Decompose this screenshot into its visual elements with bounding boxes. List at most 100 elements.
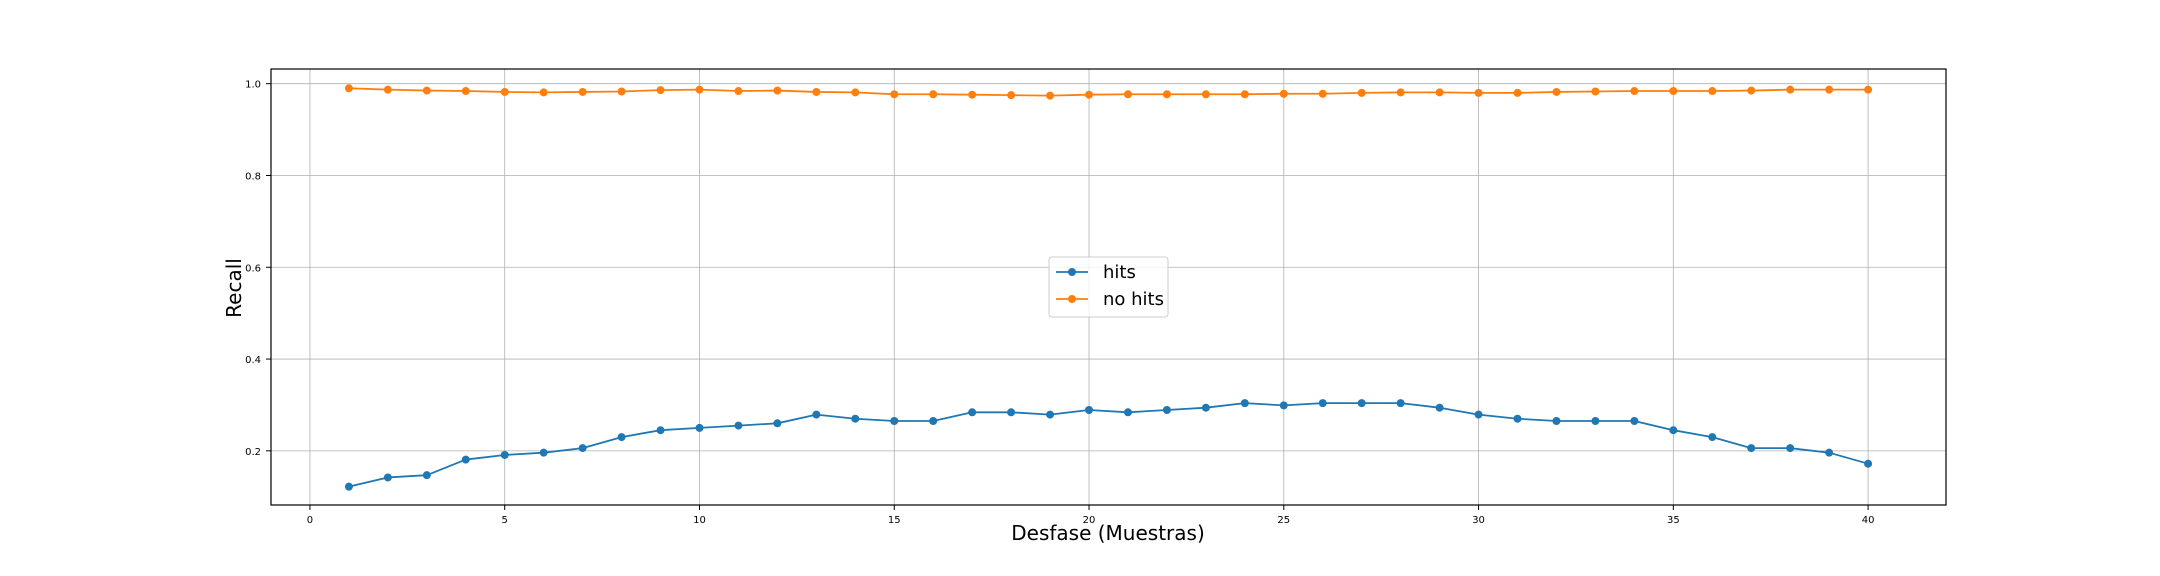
hits-data-point <box>500 450 509 459</box>
y-tick-label: 0.8 <box>245 171 261 182</box>
no-hits-data-point <box>461 87 470 96</box>
no-hits-data-point <box>1123 90 1132 99</box>
hits-data-point <box>1046 410 1055 419</box>
legend-hits-marker <box>1068 268 1076 276</box>
no-hits-data-point <box>851 88 860 97</box>
no-hits-data-point <box>500 87 509 96</box>
hits-data-point <box>1435 403 1444 412</box>
hits-data-point <box>1708 433 1717 442</box>
hits-data-point <box>578 444 587 453</box>
hits-data-point <box>695 423 704 432</box>
x-tick-label: 25 <box>1277 515 1290 526</box>
axis-ticks: 0 5 10 15 20 25 30 35 40 0.2 0.4 0.6 0.8 1.0 <box>245 80 1874 526</box>
y-tick-label: 0.2 <box>245 447 261 458</box>
hits-data-point <box>617 433 626 442</box>
plot-series <box>344 84 1873 491</box>
no-hits-data-point <box>1825 85 1834 94</box>
x-axis-label: Desfase (Muestras) <box>1011 521 1205 545</box>
no-hits-data-point <box>968 90 977 99</box>
no-hits-data-point <box>1162 90 1171 99</box>
legend-no-hits-marker <box>1068 295 1076 303</box>
hits-data-point <box>383 473 392 482</box>
hits-data-point <box>539 448 548 457</box>
no-hits-data-point <box>695 85 704 94</box>
hits-data-point <box>1513 414 1522 423</box>
hits-data-point <box>890 417 899 426</box>
hits-data-point <box>1007 408 1016 417</box>
legend-no-hits-label: no hits <box>1103 289 1164 310</box>
y-tick-label: 0.6 <box>245 263 261 274</box>
no-hits-data-point <box>1435 88 1444 97</box>
no-hits-data-point <box>1786 85 1795 94</box>
no-hits-data-point <box>1669 87 1678 96</box>
hits-data-point <box>1825 448 1834 457</box>
hits-data-point <box>929 417 938 426</box>
no-hits-data-point <box>344 84 353 93</box>
x-tick-label: 40 <box>1862 515 1875 526</box>
x-tick-label: 10 <box>693 515 706 526</box>
x-tick-label: 15 <box>888 515 901 526</box>
x-tick-label: 0 <box>307 515 313 526</box>
no-hits-data-point <box>1396 88 1405 97</box>
hits-data-point <box>968 408 977 417</box>
hits-data-point <box>1240 399 1249 408</box>
hits-series-line <box>348 402 1869 488</box>
no-hits-data-point <box>1046 91 1055 100</box>
hits-data-point <box>1201 403 1210 412</box>
hits-data-point <box>422 471 431 480</box>
no-hits-data-point <box>1630 87 1639 96</box>
no-hits-data-point <box>422 86 431 95</box>
y-axis-label: Recall <box>222 258 246 318</box>
no-hits-data-point <box>539 88 548 97</box>
x-tick-label: 30 <box>1472 515 1485 526</box>
no-hits-data-point <box>1747 86 1756 95</box>
no-hits-data-point <box>1007 91 1016 100</box>
hits-data-point <box>1474 410 1483 419</box>
x-tick-label: 35 <box>1667 515 1680 526</box>
hits-data-point <box>1085 405 1094 414</box>
no-hits-data-point <box>812 87 821 96</box>
hits-data-point <box>1279 401 1288 410</box>
x-tick-label: 20 <box>1083 515 1096 526</box>
x-tick-label: 5 <box>502 515 508 526</box>
hits-data-point <box>1786 444 1795 453</box>
no-hits-data-point <box>383 85 392 94</box>
no-hits-data-point <box>1864 85 1873 94</box>
no-hits-data-point <box>1085 90 1094 99</box>
hits-data-point <box>1864 459 1873 468</box>
hits-data-point <box>1396 399 1405 408</box>
no-hits-data-point <box>1201 90 1210 99</box>
no-hits-data-point <box>1357 88 1366 97</box>
no-hits-data-point <box>1318 89 1327 98</box>
no-hits-series-line <box>348 87 1869 97</box>
no-hits-data-point <box>734 87 743 96</box>
no-hits-data-point <box>1474 88 1483 97</box>
hits-data-point <box>1669 426 1678 435</box>
hits-data-point <box>812 410 821 419</box>
y-tick-label: 1.0 <box>245 80 261 91</box>
hits-data-point <box>1318 399 1327 408</box>
no-hits-data-point <box>578 87 587 96</box>
no-hits-data-point <box>1708 87 1717 96</box>
hits-data-point <box>1747 444 1756 453</box>
hits-data-point <box>656 426 665 435</box>
no-hits-data-point <box>929 90 938 99</box>
hits-data-point <box>461 455 470 464</box>
no-hits-data-point <box>1552 87 1561 96</box>
no-hits-data-point <box>1513 88 1522 97</box>
plot-area-frame <box>270 68 1947 506</box>
no-hits-data-point <box>1240 90 1249 99</box>
grid <box>271 69 1946 505</box>
hits-data-point <box>851 414 860 423</box>
no-hits-data-point <box>656 86 665 95</box>
legend-hits-label: hits <box>1103 262 1136 283</box>
no-hits-data-point <box>617 87 626 96</box>
hits-data-point <box>1630 417 1639 426</box>
no-hits-data-point <box>1279 89 1288 98</box>
y-tick-label: 0.4 <box>245 355 261 366</box>
legend: hits no hits <box>1048 256 1169 318</box>
hits-data-point <box>1591 417 1600 426</box>
hits-data-point <box>344 482 353 491</box>
hits-data-point <box>773 419 782 428</box>
